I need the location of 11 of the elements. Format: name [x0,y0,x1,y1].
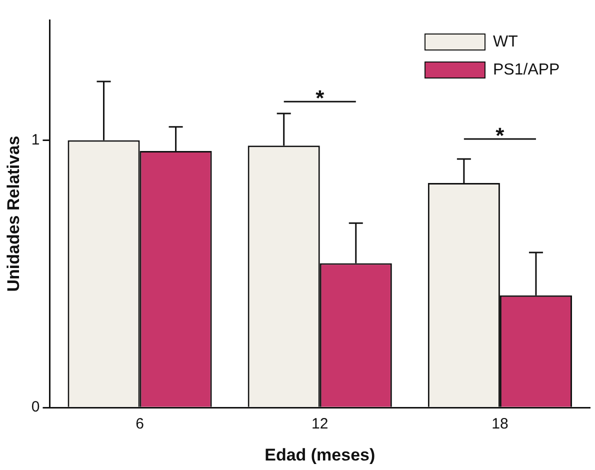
x-tick-label: 6 [136,416,144,433]
x-axis-title: Edad (meses) [264,445,376,464]
annotation: * [496,123,505,148]
annotation: * [316,86,325,111]
y-tick-label: 1 [31,131,40,148]
legend-label: PS1/APP [493,61,560,78]
y-axis-title: Unidades Relativas [4,136,23,292]
legend-label: WT [493,33,518,50]
y-tick-label: 0 [31,398,40,416]
x-tick-label: 18 [492,416,508,433]
x-tick-label: 12 [312,416,328,433]
